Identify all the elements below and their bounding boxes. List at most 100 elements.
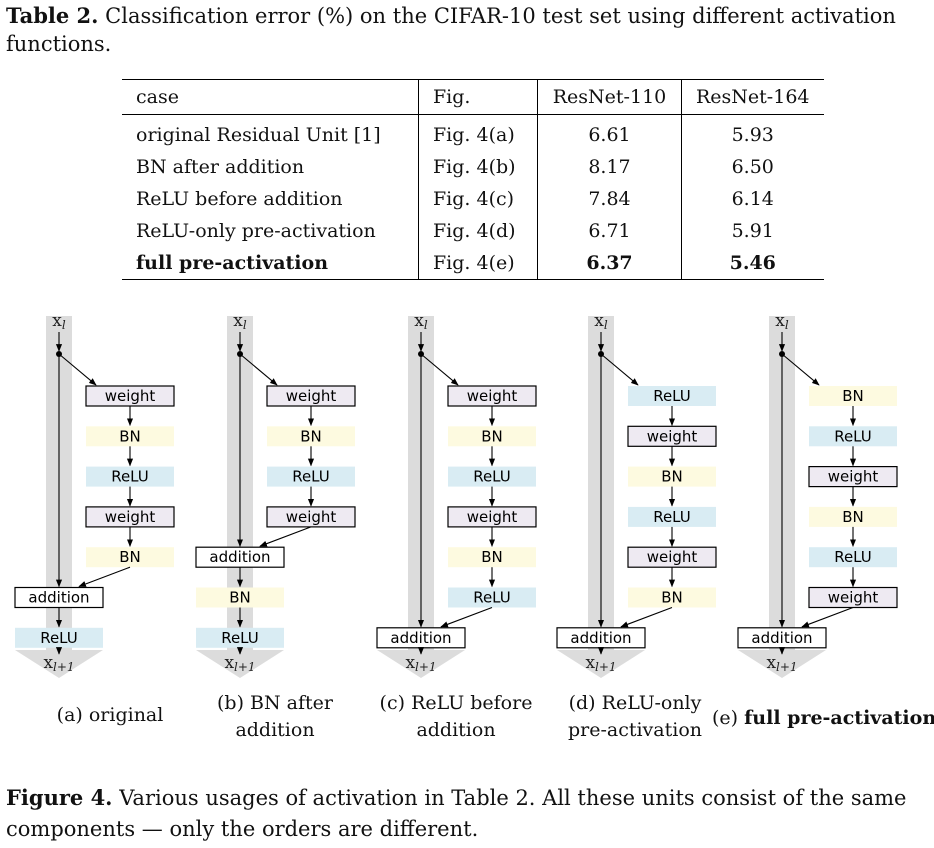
input-label: xl (233, 311, 247, 332)
branch-box-relu-label: ReLU (111, 468, 149, 486)
cell-case: ReLU before addition (122, 183, 419, 215)
branch-arrow (600, 353, 639, 386)
branch-box-bn-label: BN (481, 548, 503, 566)
branch-box-relu (448, 587, 536, 608)
figure-caption-text: Various usages of activation in Table 2.… (6, 786, 907, 841)
pathway-arrowhead (738, 650, 826, 678)
pathway-arrowhead (196, 650, 284, 678)
branch-box-weight (627, 425, 717, 447)
branch-box-weight-label: weight (828, 468, 879, 486)
table-row: BN after addition Fig. 4(b) 8.17 6.50 (122, 151, 824, 183)
cell-resnet164: 6.50 (731, 156, 774, 178)
branch-arrow (781, 353, 820, 386)
cell-resnet164: 5.46 (681, 247, 824, 280)
cell-resnet110: 6.71 (537, 215, 682, 247)
cell-resnet164: 5.93 (731, 124, 774, 146)
addition-box-label: addition (209, 548, 270, 566)
table-caption-label: Table 2. (6, 3, 99, 28)
addition-node: addition (737, 627, 827, 649)
merge-arrow (78, 566, 131, 588)
branch-box-weight-label: weight (105, 387, 156, 405)
branch-box-relu (809, 426, 897, 447)
merge-arrow (801, 606, 854, 628)
diagram-a: xl weight BN ReLU weight BN addition ReLU xl+1 (14, 311, 175, 678)
subcaption-prefix: (e) (712, 707, 739, 729)
cell-fig: Fig. 4(e) (418, 247, 538, 280)
branch-box-weight-label: weight (467, 387, 518, 405)
cell-resnet110: 6.61 (537, 114, 682, 151)
cell-fig: Fig. 4(d) (418, 215, 538, 247)
header-case: case (122, 79, 419, 115)
branch-box-relu-label: ReLU (473, 468, 511, 486)
branch-box-bn-label: BN (119, 427, 141, 445)
branch-box-bn-label: BN (842, 387, 864, 405)
branch-box-bn (267, 426, 355, 447)
table-row: ReLU before addition Fig. 4(c) 7.84 6.14 (122, 183, 824, 215)
branch-box-relu-label: ReLU (834, 548, 872, 566)
cell-case: full pre-activation (122, 247, 419, 280)
branch-box-bn-label: BN (119, 548, 141, 566)
addition-box-label: addition (751, 629, 812, 647)
diagram-b: xl weight BN ReLU weight addition BN ReLU xl+1 (195, 311, 356, 678)
figure-caption-label: Figure 4. (6, 785, 113, 810)
branch-box-bn (628, 587, 716, 608)
branch-box-bn (448, 426, 536, 447)
table-row: original Residual Unit [1] Fig. 4(a) 6.6… (122, 114, 824, 151)
cell-case: original Residual Unit [1] (122, 114, 419, 151)
branch-box-relu (267, 466, 355, 487)
post-box-bn-label: BN (229, 589, 251, 607)
cell-fig: Fig. 4(a) (418, 114, 538, 151)
branch-arrow (239, 353, 278, 386)
output-label: xl+1 (43, 653, 74, 674)
branch-arrow (58, 353, 97, 386)
branch-box-weight-label: weight (647, 427, 698, 445)
addition-node: addition (556, 627, 646, 649)
branch-box-bn (86, 426, 174, 447)
branch-box-bn (628, 466, 716, 487)
cell-case: ReLU-only pre-activation (122, 215, 419, 247)
branch-box-bn (448, 547, 536, 568)
addition-node: addition (376, 627, 466, 649)
post-box-relu (15, 627, 103, 648)
branch-box-weight-label: weight (467, 508, 518, 526)
subcaption-a: (a) original (20, 702, 200, 729)
cell-resnet164: 5.91 (731, 220, 774, 242)
branch-box-relu-label: ReLU (292, 468, 330, 486)
addition-node: addition (14, 586, 104, 609)
table-row: ReLU-only pre-activation Fig. 4(d) 6.71 … (122, 215, 824, 247)
branch-box-relu (448, 466, 536, 487)
subcaption-text: ReLU-only pre-activation (567, 692, 703, 741)
cell-case: BN after addition (122, 151, 419, 183)
subcaption-c: (c) ReLU before addition (376, 690, 536, 744)
subcaption-text: ReLU before addition (411, 692, 533, 741)
branch-box-bn-label: BN (481, 427, 503, 445)
subcaption-prefix: (b) (217, 692, 244, 714)
branch-box-relu (86, 466, 174, 487)
input-label: xl (594, 311, 608, 332)
table-caption-text: Classification error (%) on the CIFAR-10… (6, 4, 896, 56)
merge-arrow (620, 606, 673, 628)
post-box-bn (196, 587, 284, 608)
branch-box-relu-label: ReLU (653, 508, 691, 526)
diagram-c: xl weight BN ReLU weight BN ReLU addition xl+1 (376, 311, 537, 678)
cell-resnet164: 6.14 (731, 188, 774, 210)
header-fig: Fig. (418, 79, 538, 115)
branch-box-bn (809, 386, 897, 406)
branch-box-relu (628, 506, 716, 527)
branch-arrow (420, 353, 459, 386)
subcaption-prefix: (c) (379, 692, 406, 714)
cell-fig: Fig. 4(c) (418, 183, 538, 215)
branch-box-bn-label: BN (661, 589, 683, 607)
input-label: xl (52, 311, 66, 332)
branch-box-relu-label: ReLU (653, 387, 691, 405)
subcaption-text: full pre-activation (744, 707, 934, 729)
table-header-row: case Fig. ResNet-110 ResNet-164 (122, 79, 824, 115)
branch-box-bn (809, 506, 897, 527)
branch-box-relu (628, 386, 716, 406)
pathway-arrowhead (557, 650, 645, 678)
addition-box-label: addition (570, 629, 631, 647)
input-label: xl (414, 311, 428, 332)
output-label: xl+1 (405, 653, 436, 674)
pathway-arrowhead (15, 650, 103, 678)
subcaption-prefix: (a) (56, 704, 83, 726)
